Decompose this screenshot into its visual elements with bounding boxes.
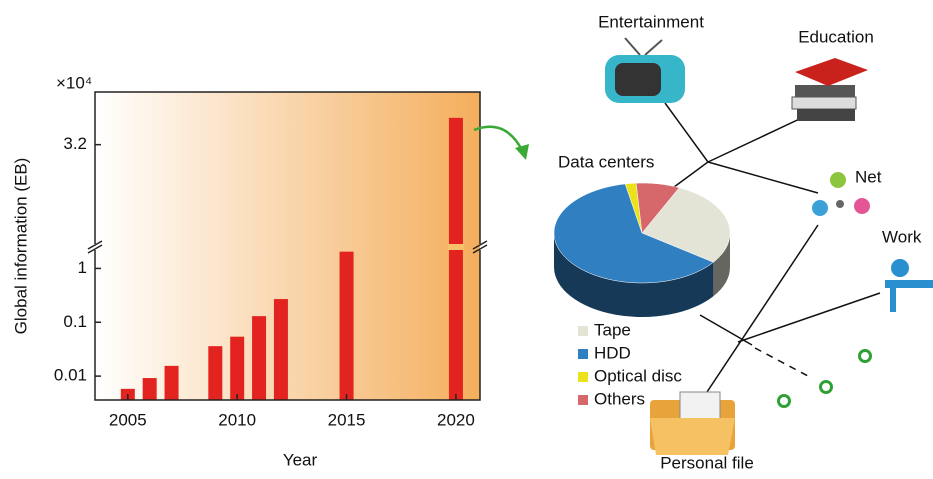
antenna [624, 37, 641, 56]
cap [795, 58, 868, 86]
tv-screen [615, 63, 661, 96]
x-axis-title: Year [283, 450, 318, 469]
x-tick-label: 2005 [109, 410, 147, 429]
dots [777, 349, 872, 408]
bar [142, 378, 157, 400]
hub [836, 200, 844, 208]
node-label: Net [855, 167, 882, 186]
y-tick-label: 3.2 [63, 134, 87, 153]
dashed-line [754, 347, 809, 377]
pie-slice [635, 182, 680, 234]
legend-swatch [578, 372, 588, 382]
x-tick-label: 2015 [328, 410, 366, 429]
work-icon [885, 259, 933, 312]
desk-leg [890, 288, 896, 312]
node-label: Entertainment [598, 12, 704, 31]
legend-label: Others [594, 389, 645, 408]
legend-swatch [578, 395, 588, 405]
bar [208, 346, 223, 400]
folder-icon [650, 391, 735, 455]
net-icon [812, 172, 870, 216]
bar [252, 316, 267, 400]
person [812, 200, 828, 216]
bar [230, 336, 245, 400]
line [664, 102, 819, 194]
antenna [644, 39, 663, 56]
y-tick-label: 0.01 [54, 366, 87, 385]
book [791, 96, 857, 110]
person [830, 172, 846, 188]
bar [273, 299, 288, 400]
y-multiplier: ×10⁴ [56, 73, 92, 92]
legend-label: Optical disc [594, 366, 682, 385]
bar [339, 251, 354, 400]
dot [858, 349, 872, 363]
line [737, 292, 881, 343]
line [704, 224, 819, 396]
axis-break [472, 240, 488, 254]
x-tick-label: 2010 [218, 410, 256, 429]
dot [777, 394, 791, 408]
person [854, 198, 870, 214]
pie-side [713, 233, 730, 297]
bar [164, 365, 179, 400]
book [795, 85, 855, 97]
arrow [473, 125, 524, 151]
legend-swatch [578, 349, 588, 359]
node-label: Education [798, 27, 874, 46]
pie-title: Data centers [558, 152, 654, 171]
worker [891, 259, 909, 277]
y-axis-title: Global information (EB) [11, 158, 30, 335]
folder-front [650, 418, 735, 455]
node-label: Personal file [660, 453, 754, 472]
y-tick-label: 1 [78, 258, 87, 277]
connector-lines [664, 102, 881, 396]
education-icon [791, 58, 868, 121]
pie-side [554, 233, 714, 318]
dot [819, 380, 833, 394]
y-tick-label: 0.1 [63, 312, 87, 331]
x-tick-label: 2020 [437, 410, 475, 429]
legend-label: Tape [594, 320, 631, 339]
node-label: Work [882, 227, 922, 246]
book [797, 109, 855, 121]
line [699, 314, 753, 346]
axis-frame [94, 91, 481, 401]
legend-label: HDD [594, 343, 631, 362]
axis-break-gap [447, 244, 464, 250]
tv-icon [605, 37, 685, 103]
arrow-head [515, 144, 529, 160]
axis-break [87, 240, 103, 254]
bar [448, 117, 463, 400]
desk [885, 280, 933, 288]
legend-swatch [578, 326, 588, 336]
pie-slice [553, 183, 714, 284]
